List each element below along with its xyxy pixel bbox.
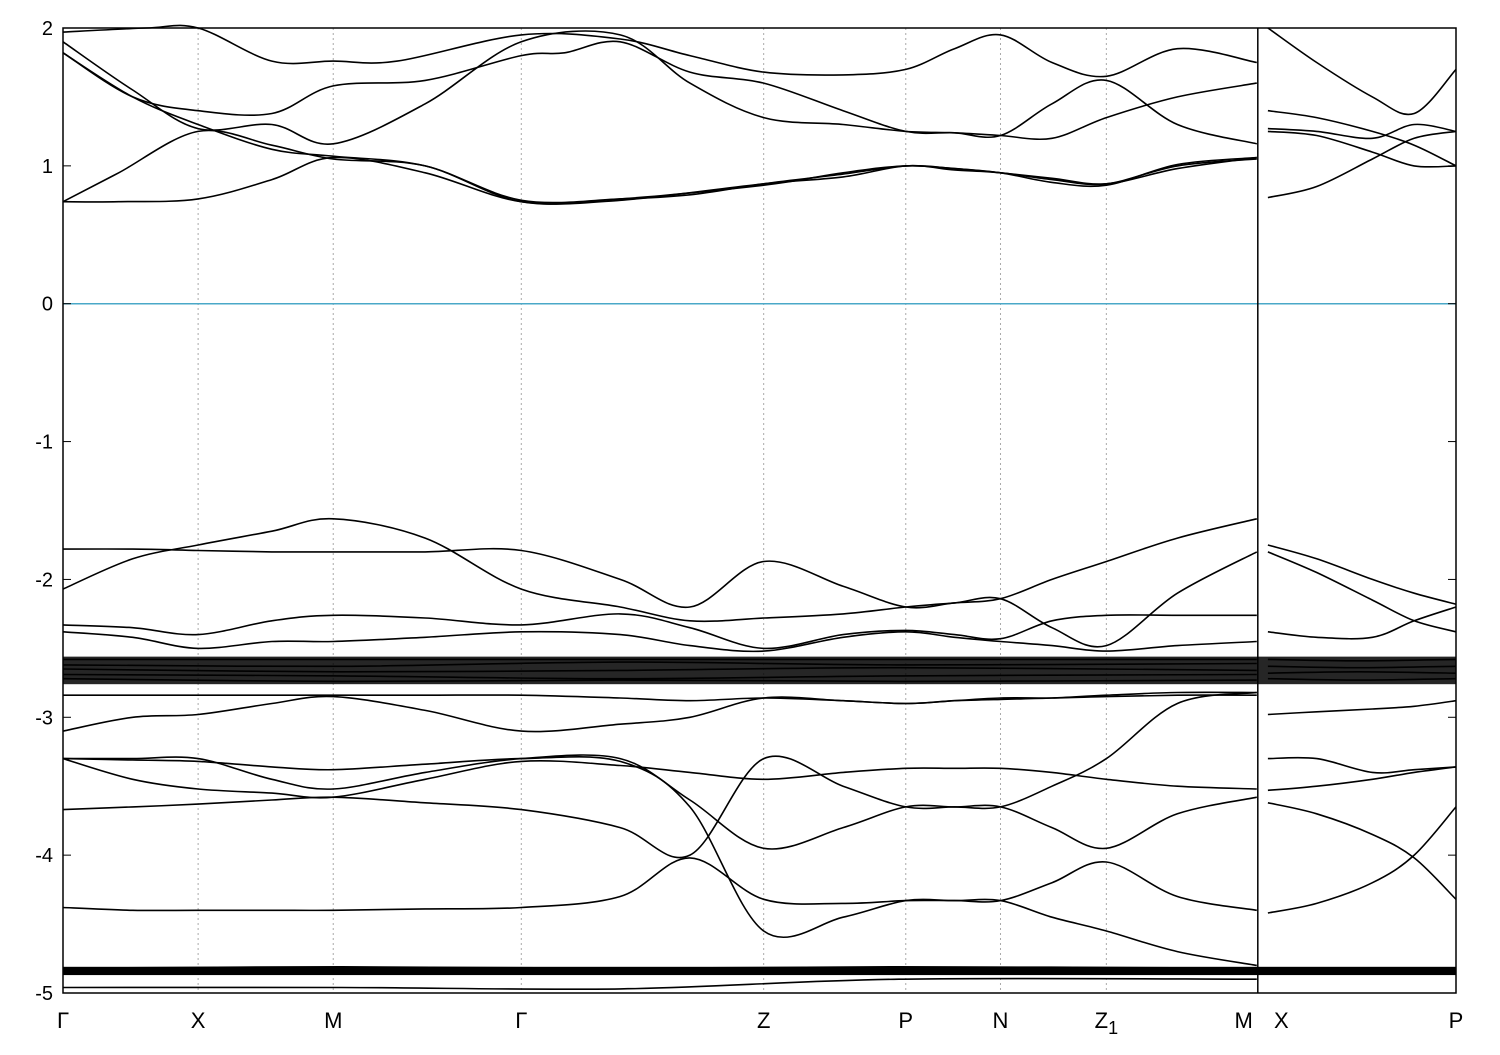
x-tick-label: X	[191, 1008, 206, 1033]
band-cluster	[63, 656, 1456, 685]
band-line	[1267, 806, 1457, 914]
band-line	[62, 857, 1257, 912]
x-tick-subscript: 1	[1108, 1018, 1118, 1038]
band-line	[1267, 544, 1457, 605]
band-line	[62, 613, 1257, 650]
band-line	[62, 518, 1257, 609]
band-line	[62, 756, 1257, 967]
x-axis-ticks: Γ X M Γ Z P N Z1 M X P	[57, 1008, 1463, 1038]
band-line	[62, 30, 1257, 145]
band-cluster	[63, 966, 1456, 976]
band-line	[1267, 130, 1457, 168]
x-tick-label: M	[1234, 1008, 1252, 1033]
band-line	[62, 977, 1257, 991]
band-line	[1267, 551, 1457, 633]
band-line	[1267, 130, 1457, 199]
band-line	[62, 691, 1257, 859]
plot-frame	[62, 27, 1457, 994]
band-line	[62, 52, 1257, 204]
y-tick-label: 1	[42, 156, 53, 178]
y-axis-ticks: 2 1 0 -1 -2 -3 -4 -5	[35, 18, 1456, 1005]
band-line	[1267, 766, 1457, 792]
band-line	[62, 129, 1257, 205]
y-tick-label: 0	[42, 294, 53, 316]
band-line	[1267, 123, 1457, 140]
x-tick-label: Z1	[1095, 1008, 1118, 1038]
x-tick-label: P	[898, 1008, 913, 1033]
band-lines	[62, 24, 1457, 991]
band-line	[62, 40, 1257, 145]
x-tick-label: M	[324, 1008, 342, 1033]
band-line	[62, 757, 1257, 799]
band-line	[63, 754, 1257, 850]
band-line	[1267, 802, 1457, 900]
band-line	[1267, 27, 1457, 116]
band-line	[62, 156, 1257, 205]
band-line	[1267, 699, 1457, 716]
x-tick-label: Γ	[515, 1008, 527, 1033]
x-tick-label: Γ	[57, 1008, 69, 1033]
y-tick-label: -2	[35, 569, 53, 591]
x-tick-label: X	[1274, 1008, 1289, 1033]
band-line	[62, 24, 1257, 78]
y-tick-label: -4	[35, 845, 53, 867]
band-line	[1267, 109, 1457, 167]
grid-lines	[197, 28, 1107, 993]
band-line	[1267, 756, 1457, 774]
band-line	[62, 517, 1258, 648]
x-tick-label: P	[1449, 1008, 1464, 1033]
y-tick-label: -3	[35, 707, 53, 729]
x-tick-label: N	[993, 1008, 1009, 1033]
band-line	[62, 630, 1257, 653]
x-tick-label: Z	[757, 1008, 770, 1033]
band-line	[1267, 606, 1457, 640]
y-tick-label: -1	[35, 432, 53, 454]
band-line	[62, 691, 1257, 733]
y-tick-label: 2	[42, 18, 53, 40]
y-tick-label: -5	[35, 983, 53, 1005]
